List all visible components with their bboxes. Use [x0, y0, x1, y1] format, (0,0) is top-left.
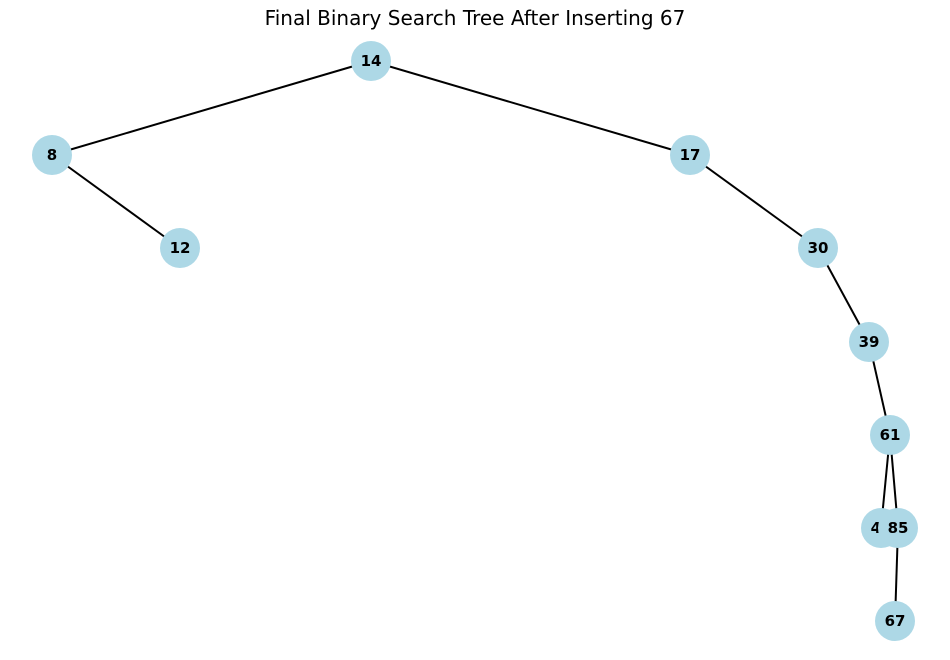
edge-8-12: [51, 154, 181, 249]
node-label-67: 67: [885, 612, 906, 630]
node-label-61: 61: [880, 426, 901, 444]
node-circle-85: [878, 508, 918, 548]
node-30: 30: [798, 228, 838, 268]
node-85: 85: [878, 508, 918, 548]
nodes-layer: 1481712303961488567: [32, 41, 918, 641]
node-17: 17: [670, 135, 710, 175]
node-circle-39: [849, 322, 889, 362]
node-circle-30: [798, 228, 838, 268]
node-14: 14: [351, 41, 391, 81]
node-8: 8: [32, 135, 72, 175]
node-circle-12: [160, 228, 200, 268]
node-circle-61: [870, 415, 910, 455]
edge-17-30: [689, 154, 819, 249]
node-circle-8: [32, 135, 72, 175]
edges-layer: [51, 60, 899, 622]
edge-14-8: [51, 60, 372, 156]
node-label-12: 12: [170, 239, 191, 257]
node-label-39: 39: [859, 333, 880, 351]
node-label-17: 17: [680, 146, 701, 164]
node-67: 67: [875, 601, 915, 641]
diagram-title: Final Binary Search Tree After Inserting…: [264, 6, 686, 30]
node-label-85: 85: [888, 519, 909, 537]
node-12: 12: [160, 228, 200, 268]
node-39: 39: [849, 322, 889, 362]
node-circle-14: [351, 41, 391, 81]
edge-14-17: [370, 60, 691, 156]
node-label-14: 14: [361, 52, 382, 70]
node-label-30: 30: [808, 239, 829, 257]
node-61: 61: [870, 415, 910, 455]
node-circle-67: [875, 601, 915, 641]
node-circle-17: [670, 135, 710, 175]
node-label-8: 8: [47, 146, 57, 164]
